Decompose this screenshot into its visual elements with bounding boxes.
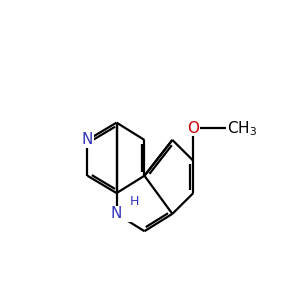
FancyBboxPatch shape [110,206,133,222]
Text: O: O [187,121,199,136]
FancyBboxPatch shape [187,121,200,136]
Text: H: H [129,195,139,208]
FancyBboxPatch shape [80,132,94,148]
Text: N: N [82,132,93,147]
Text: CH$_3$: CH$_3$ [227,119,257,138]
Text: N: N [111,206,122,221]
